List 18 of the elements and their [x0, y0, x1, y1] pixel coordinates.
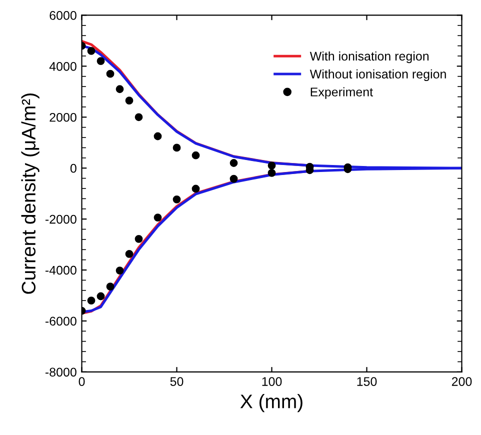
y-tick-label: -6000	[45, 316, 76, 326]
x-tick-label: 100	[262, 377, 282, 386]
y-tick-label: 6000	[50, 11, 76, 20]
x-tick-label: 200	[452, 377, 472, 386]
y-tick-label: -2000	[45, 214, 76, 224]
y-tick-label: -8000	[45, 368, 76, 377]
x-tick-label: 0	[78, 377, 85, 386]
y-tick-label: -4000	[45, 266, 76, 275]
legend-label: Without ionisation region	[310, 69, 446, 81]
legend-label: With ionisation region	[310, 51, 429, 64]
x-tick-label: 50	[170, 377, 184, 386]
y-axis-title: Current density (μA/m²)	[21, 94, 40, 294]
y-tick-label: 0	[70, 164, 76, 173]
x-tick-label: 150	[357, 377, 377, 386]
y-tick-label: 4000	[49, 62, 76, 71]
x-axis-title: X (mm)	[240, 394, 302, 412]
y-tick-label: 2000	[50, 112, 76, 122]
legend-label: Experiment	[310, 87, 373, 99]
